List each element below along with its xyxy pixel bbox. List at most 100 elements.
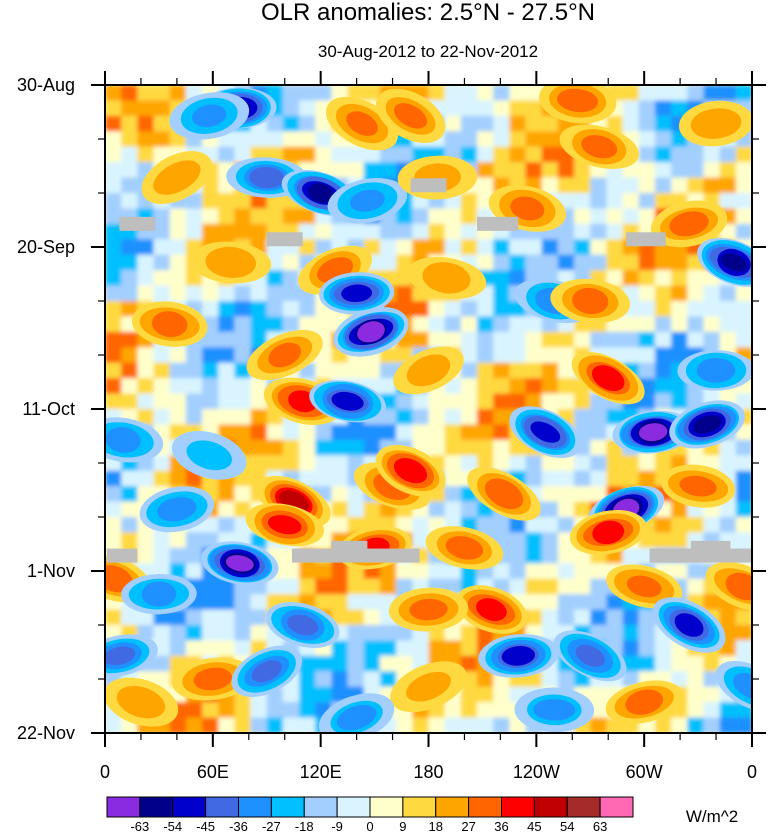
- feature-layer: [105, 85, 752, 733]
- anomaly-feature: [652, 597, 726, 653]
- anomaly-contour: [557, 88, 599, 113]
- field-cell: [153, 362, 171, 379]
- field-cell: [735, 285, 752, 302]
- field-cell: [654, 517, 672, 534]
- field-cell: [218, 301, 235, 318]
- field-cell: [185, 563, 203, 580]
- field-cell: [234, 393, 252, 410]
- field-cell: [412, 640, 430, 657]
- field-cell: [153, 393, 171, 410]
- field-cell: [574, 501, 591, 518]
- field-cell: [719, 193, 737, 210]
- field-cell: [137, 532, 155, 549]
- field-cell: [671, 162, 688, 179]
- field-cell: [250, 301, 268, 318]
- field-cell: [719, 609, 737, 626]
- field-cell: [282, 439, 300, 456]
- missing-data-bar: [106, 548, 138, 563]
- field-cell: [557, 594, 575, 611]
- field-cell: [202, 393, 219, 410]
- anomaly-feature: [105, 634, 158, 678]
- field-cell: [590, 223, 608, 240]
- field-cell: [735, 517, 752, 534]
- field-cell: [590, 331, 608, 348]
- field-cell: [574, 254, 591, 271]
- field-cell: [687, 717, 705, 733]
- field-cell: [202, 594, 219, 611]
- field-cell: [315, 455, 333, 472]
- field-cell: [234, 208, 252, 225]
- field-cell: [477, 378, 494, 395]
- field-cell: [460, 640, 478, 657]
- field-cell: [590, 439, 608, 456]
- field-cell: [282, 316, 300, 333]
- field-cell: [121, 239, 138, 256]
- field-cell: [331, 655, 349, 672]
- colorbar-label: 27: [461, 819, 475, 834]
- anomaly-contour: [192, 104, 227, 128]
- field-cell: [574, 193, 591, 210]
- field-cell: [460, 686, 478, 703]
- field-cell: [396, 409, 413, 426]
- field-cell: [606, 409, 624, 426]
- field-cell: [169, 609, 187, 626]
- field-cell: [638, 115, 656, 132]
- field-cell: [606, 455, 624, 472]
- field-cell: [218, 640, 235, 657]
- field-cell: [234, 331, 252, 348]
- field-cell: [719, 501, 737, 518]
- field-cell: [282, 254, 300, 271]
- anomaly-feature: [265, 602, 340, 648]
- field-cell: [525, 378, 543, 395]
- field-cell: [541, 671, 559, 688]
- colorbar-swatch: [468, 796, 502, 818]
- field-cell: [137, 547, 155, 564]
- field-cell: [460, 625, 478, 642]
- field-cell: [444, 100, 462, 117]
- field-cell: [493, 301, 510, 318]
- field-cell: [541, 470, 559, 487]
- field-cell: [266, 208, 284, 225]
- field-cell: [331, 501, 349, 518]
- field-cell: [428, 85, 446, 102]
- field-cell: [719, 177, 737, 194]
- field-cell: [444, 486, 462, 503]
- field-cell: [719, 517, 737, 534]
- field-cell: [590, 609, 608, 626]
- field-cell: [299, 424, 316, 441]
- field-cell: [638, 301, 656, 318]
- field-cell: [169, 85, 187, 102]
- colorbar-label: 36: [494, 819, 508, 834]
- field-cell: [153, 85, 171, 102]
- field-cell: [687, 285, 705, 302]
- field-cell: [509, 162, 527, 179]
- field-cell: [379, 239, 397, 256]
- colorbar-swatch: [369, 796, 404, 818]
- field-cell: [671, 85, 688, 102]
- field-cell: [444, 625, 462, 642]
- field-cell: [396, 393, 413, 410]
- anomaly-contour: [422, 262, 471, 294]
- field-cell: [557, 223, 575, 240]
- field-cell: [606, 625, 624, 642]
- field-cell: [331, 640, 349, 657]
- x-tick-label: 60W: [626, 762, 663, 782]
- field-cell: [218, 378, 235, 395]
- field-cell: [703, 285, 721, 302]
- colorbar-label: 63: [593, 819, 607, 834]
- field-cell: [299, 316, 316, 333]
- field-cell: [509, 331, 527, 348]
- field-cell: [266, 424, 284, 441]
- field-cell: [541, 254, 559, 271]
- field-cell: [282, 146, 300, 163]
- field-cell: [638, 100, 656, 117]
- field-cell: [282, 686, 300, 703]
- anomaly-feature: [650, 200, 728, 248]
- field-cell: [606, 239, 624, 256]
- field-cell: [299, 702, 316, 719]
- field-cell: [493, 378, 510, 395]
- anomaly-contour: [625, 689, 664, 715]
- field-cell: [282, 208, 300, 225]
- field-cell: [315, 594, 333, 611]
- field-cell: [735, 501, 752, 518]
